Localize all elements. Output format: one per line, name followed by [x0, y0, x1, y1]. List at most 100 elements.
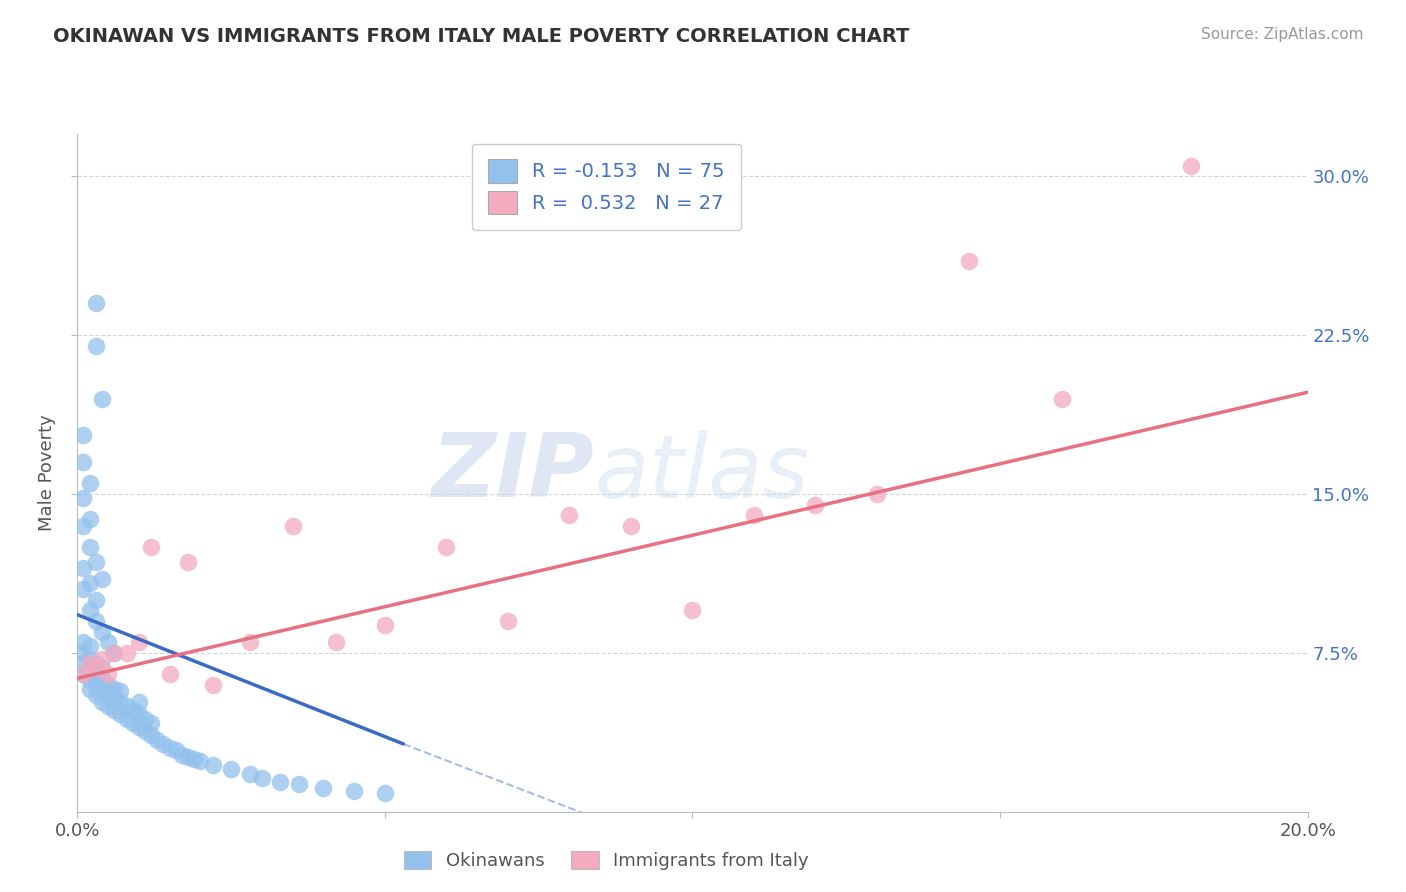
Point — [84, 555, 107, 569]
Point — [90, 681, 114, 696]
Point — [110, 684, 132, 698]
Point — [742, 508, 765, 523]
Point — [866, 487, 889, 501]
Point — [97, 667, 120, 681]
Point — [103, 703, 125, 717]
Point — [239, 635, 262, 649]
Point — [79, 673, 101, 688]
Point — [374, 786, 396, 800]
Point — [79, 512, 101, 526]
Point — [90, 660, 114, 674]
Point — [79, 540, 101, 554]
Point — [152, 737, 174, 751]
Point — [620, 518, 643, 533]
Point — [128, 707, 150, 722]
Point — [72, 455, 94, 469]
Point — [201, 678, 224, 692]
Point — [170, 747, 193, 762]
Point — [103, 681, 125, 696]
Point — [90, 624, 114, 639]
Text: OKINAWAN VS IMMIGRANTS FROM ITALY MALE POVERTY CORRELATION CHART: OKINAWAN VS IMMIGRANTS FROM ITALY MALE P… — [53, 27, 910, 45]
Point — [159, 741, 181, 756]
Point — [115, 698, 138, 713]
Point — [177, 749, 200, 764]
Y-axis label: Male Poverty: Male Poverty — [38, 415, 56, 531]
Point — [325, 635, 347, 649]
Point — [79, 652, 101, 666]
Point — [141, 728, 163, 742]
Point — [79, 603, 101, 617]
Text: Source: ZipAtlas.com: Source: ZipAtlas.com — [1201, 27, 1364, 42]
Point — [281, 518, 304, 533]
Point — [90, 694, 114, 708]
Point — [110, 694, 132, 708]
Point — [97, 635, 120, 649]
Point — [84, 657, 107, 671]
Point — [201, 758, 224, 772]
Point — [84, 660, 107, 674]
Point — [128, 720, 150, 734]
Point — [84, 667, 107, 681]
Point — [103, 646, 125, 660]
Point — [288, 777, 311, 791]
Point — [72, 667, 94, 681]
Point — [436, 540, 458, 554]
Point — [134, 712, 156, 726]
Point — [79, 660, 101, 674]
Point — [79, 657, 101, 671]
Point — [72, 518, 94, 533]
Point — [84, 688, 107, 702]
Point — [72, 427, 94, 442]
Point — [72, 582, 94, 597]
Point — [239, 766, 262, 780]
Point — [141, 715, 163, 730]
Point — [134, 724, 156, 739]
Point — [188, 754, 212, 768]
Point — [72, 491, 94, 505]
Point — [97, 688, 120, 702]
Point — [1050, 392, 1073, 406]
Point — [374, 618, 396, 632]
Point — [72, 635, 94, 649]
Point — [90, 572, 114, 586]
Point — [804, 498, 827, 512]
Point — [183, 752, 205, 766]
Point — [110, 707, 132, 722]
Point — [97, 678, 120, 692]
Point — [957, 253, 980, 268]
Point — [72, 646, 94, 660]
Point — [115, 646, 138, 660]
Point — [343, 783, 366, 797]
Point — [141, 540, 163, 554]
Point — [72, 667, 94, 681]
Point — [1180, 159, 1202, 173]
Point — [103, 646, 125, 660]
Point — [72, 657, 94, 671]
Point — [84, 614, 107, 628]
Point — [79, 476, 101, 491]
Point — [115, 712, 138, 726]
Point — [90, 392, 114, 406]
Point — [84, 678, 107, 692]
Point — [90, 652, 114, 666]
Point — [558, 508, 581, 523]
Point — [269, 775, 291, 789]
Point — [84, 338, 107, 352]
Point — [159, 667, 181, 681]
Point — [90, 671, 114, 685]
Point — [103, 692, 125, 706]
Text: ZIP: ZIP — [432, 429, 595, 516]
Point — [72, 561, 94, 575]
Point — [121, 715, 143, 730]
Point — [84, 296, 107, 310]
Point — [312, 781, 335, 796]
Point — [79, 640, 101, 654]
Point — [84, 592, 107, 607]
Point — [177, 555, 200, 569]
Point — [79, 576, 101, 591]
Legend: Okinawans, Immigrants from Italy: Okinawans, Immigrants from Italy — [396, 844, 815, 877]
Point — [128, 694, 150, 708]
Point — [165, 743, 187, 757]
Point — [146, 732, 169, 747]
Point — [496, 614, 519, 628]
